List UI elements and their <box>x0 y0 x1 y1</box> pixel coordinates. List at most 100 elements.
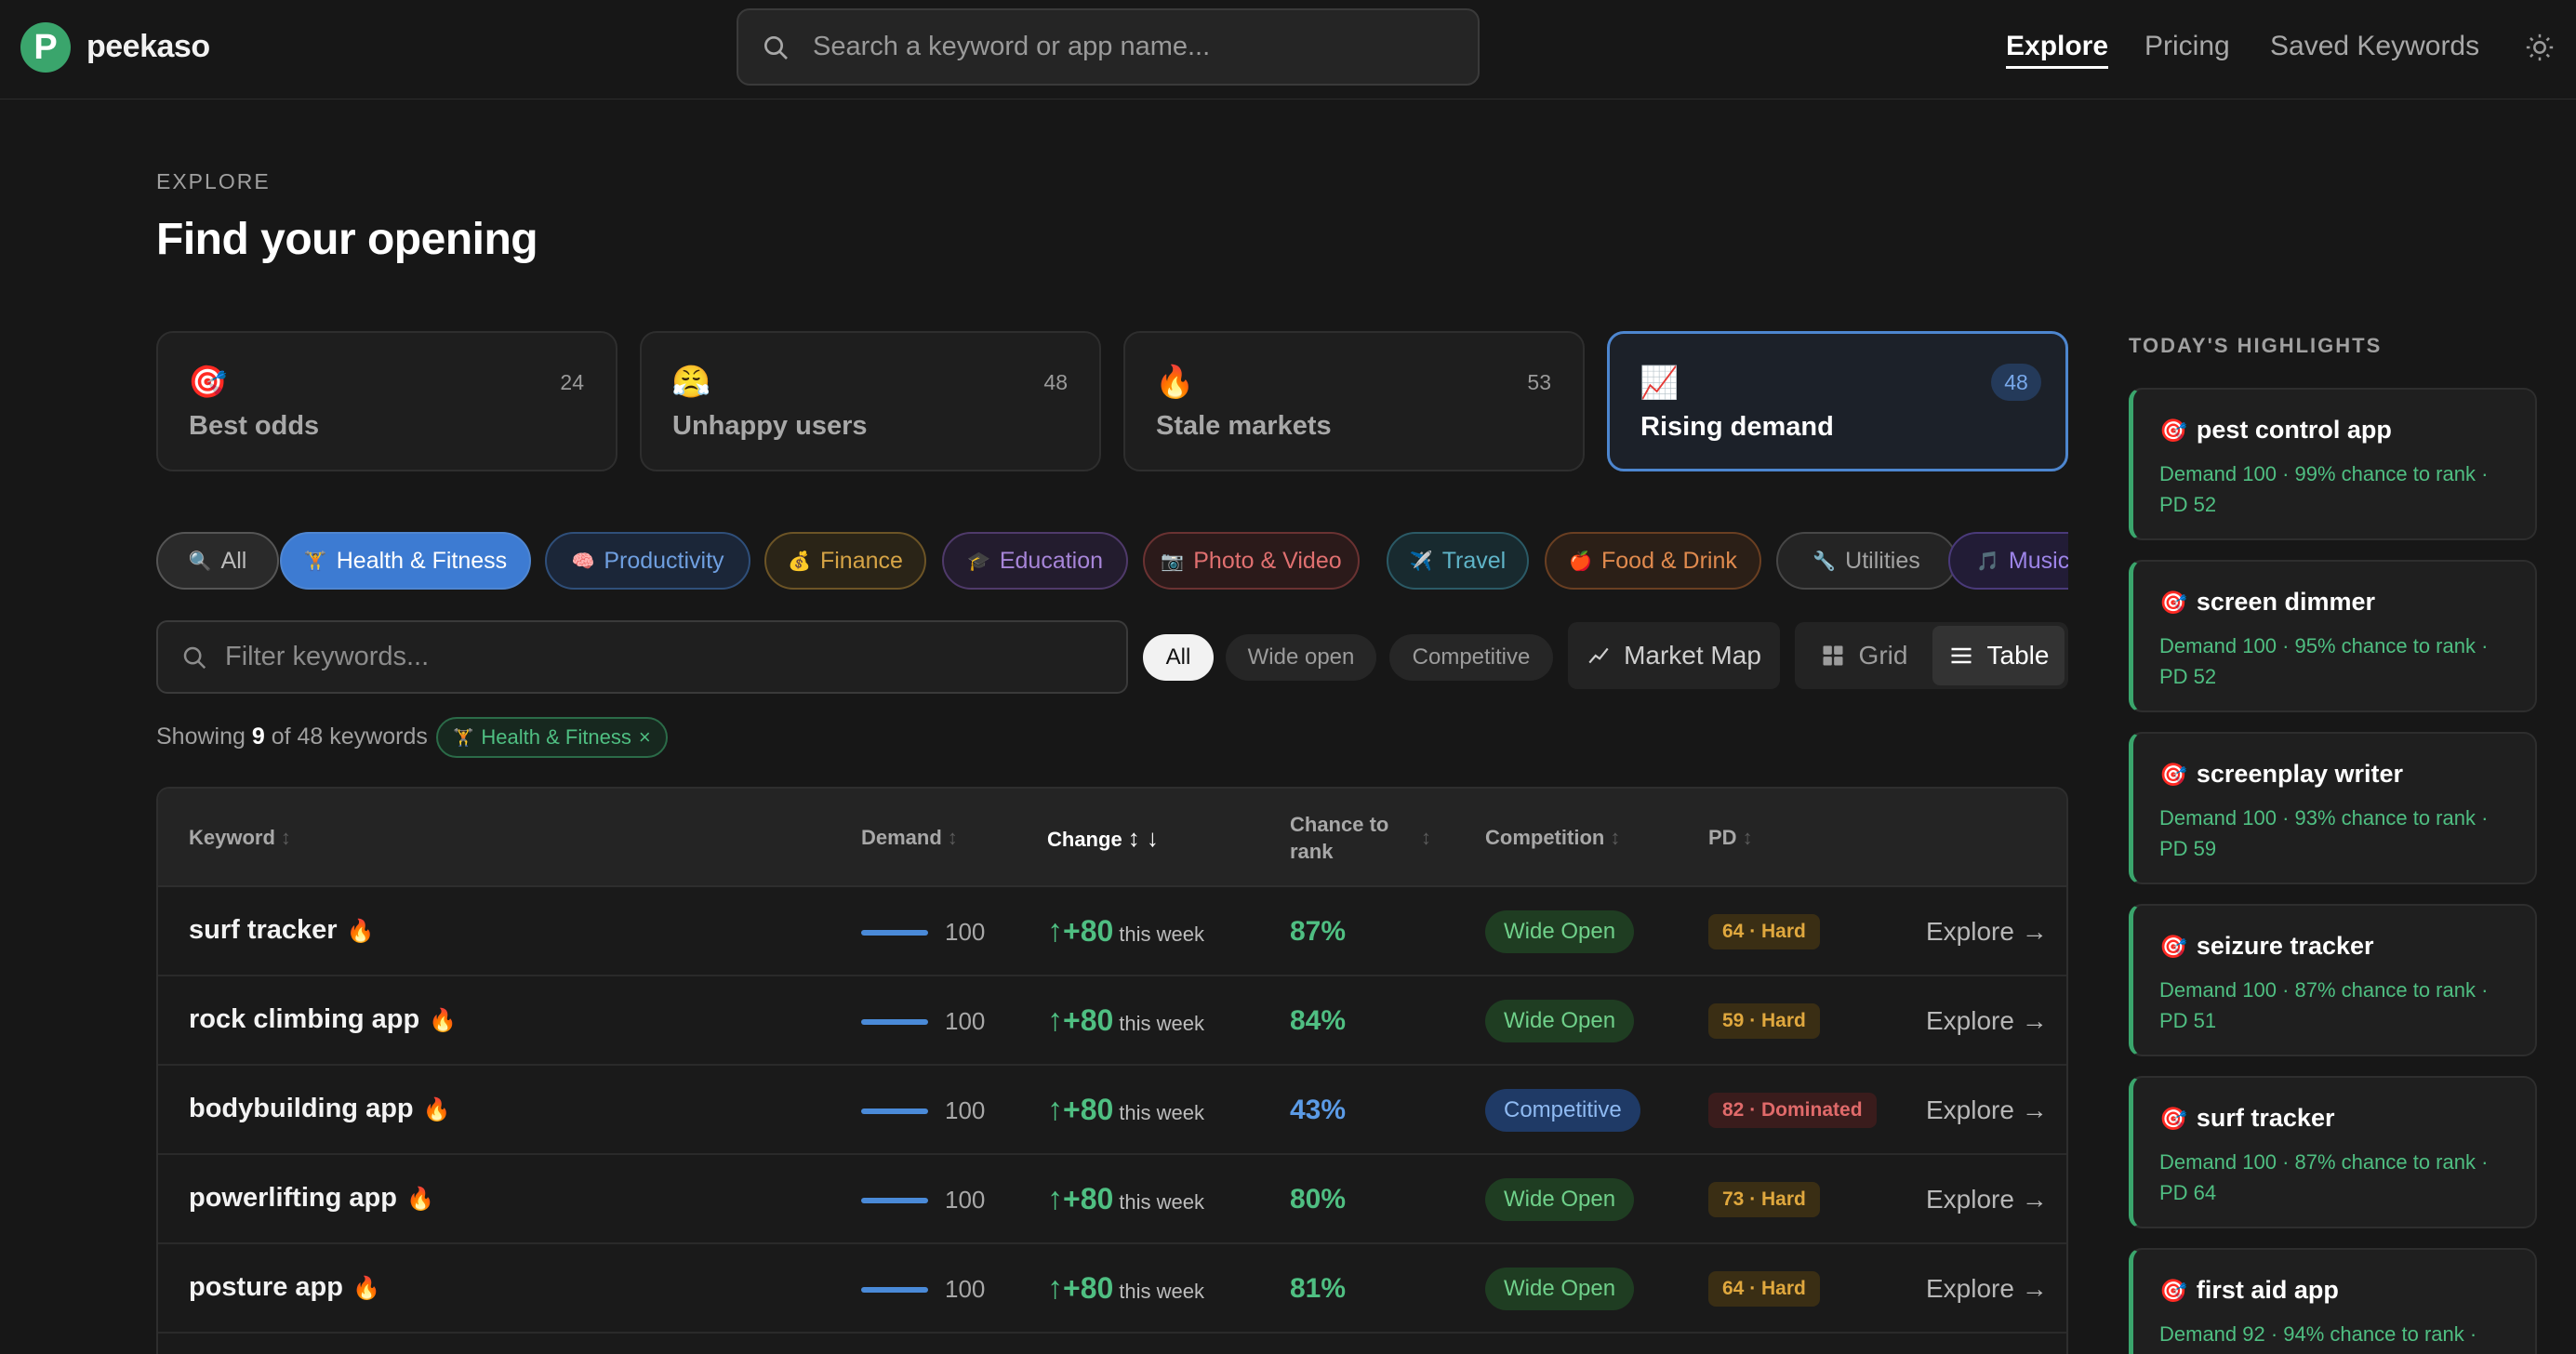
theme-toggle-sun-icon[interactable] <box>2524 32 2556 63</box>
category-chip-food-drink[interactable]: 🍎 Food & Drink <box>1545 532 1761 590</box>
change-value: +80 <box>1063 914 1114 948</box>
lens-card-unhappy-users[interactable]: 😤 Unhappy users 48 <box>640 331 1101 471</box>
demand-bar <box>861 1287 928 1293</box>
change-cell: ↑+80 this week <box>1047 1092 1204 1128</box>
col-keyword[interactable]: Keyword ↕ <box>189 826 291 850</box>
nav-explore[interactable]: Explore <box>2006 31 2109 69</box>
col-competition-label: Competition <box>1485 826 1605 849</box>
result-count-suffix: of 48 keywords <box>271 723 428 750</box>
weightlifter-icon: 🏋 <box>453 727 474 747</box>
target-icon: 🎯 <box>2159 1107 2187 1132</box>
explore-link[interactable]: Explore → <box>1926 917 2048 946</box>
target-icon: 🎯 <box>2159 418 2187 444</box>
global-search[interactable] <box>737 8 1480 86</box>
result-count-prefix: Showing <box>156 723 246 750</box>
segment-wide-open[interactable]: Wide open <box>1226 634 1376 681</box>
col-pd-label: PD <box>1708 826 1737 849</box>
category-chip-travel[interactable]: ✈️ Travel <box>1387 532 1529 590</box>
col-demand[interactable]: Demand ↕ <box>861 826 958 850</box>
weightlifter-icon: 🏋 <box>303 551 327 572</box>
col-pd[interactable]: PD ↕ <box>1708 826 1753 850</box>
competition-badge: Wide Open <box>1485 1000 1635 1042</box>
brain-icon: 🧠 <box>571 551 595 572</box>
col-change[interactable]: Change ↕ ↓ <box>1047 824 1159 853</box>
table-label: Table <box>1986 641 2050 670</box>
table-row[interactable]: rock climbing app 🔥 100 ↑+80 this week 84%… <box>158 976 2066 1066</box>
table-row[interactable]: posture app 🔥 100 ↑+80 this week 81% Wide … <box>158 1244 2066 1334</box>
search-icon <box>764 36 788 60</box>
highlight-name: seizure tracker <box>2196 932 2374 960</box>
col-competition[interactable]: Competition ↕ <box>1485 826 1620 850</box>
lens-card-stale-markets[interactable]: 🔥 Stale markets 53 <box>1123 331 1585 471</box>
active-filter-tag[interactable]: 🏋 Health & Fitness × <box>436 717 668 758</box>
keyword-text: powerlifting app <box>189 1183 397 1213</box>
nav-saved-keywords[interactable]: Saved Keywords <box>2270 31 2480 61</box>
music-note-icon: 🎵 <box>1976 551 1999 572</box>
result-count: Showing 9 of 48 keywords <box>156 723 428 750</box>
target-icon: 🎯 <box>2159 935 2187 960</box>
sort-icon: ↕ <box>280 826 291 849</box>
sort-icon: ↕ <box>1610 826 1621 849</box>
view-toggle: Grid Table <box>1795 622 2068 689</box>
category-chip-photo-video[interactable]: 📷 Photo & Video <box>1143 532 1360 590</box>
highlight-card[interactable]: 🎯 pest control app Demand 100 · 99% chanc… <box>2129 388 2537 540</box>
sort-icon: ↕ <box>1742 826 1753 849</box>
explore-link[interactable]: Explore → <box>1926 1006 2048 1035</box>
pd-badge: 73 · Hard <box>1708 1182 1820 1217</box>
category-chip-utilities[interactable]: 🔧 Utilities <box>1776 532 1957 590</box>
table-row[interactable]: bodybuilding app 🔥 100 ↑+80 this week 43% … <box>158 1066 2066 1155</box>
brand-name[interactable]: peekaso <box>86 29 210 64</box>
highlight-card[interactable]: 🎯 screenplay writer Demand 100 · 93% chan… <box>2129 732 2537 884</box>
graduation-cap-icon: 🎓 <box>966 551 990 572</box>
change-value: +80 <box>1063 1093 1114 1126</box>
keyword-filter[interactable] <box>156 620 1128 694</box>
explore-link[interactable]: Explore → <box>1926 1095 2048 1124</box>
top-bar: P peekaso Explore Pricing Saved Keywords <box>0 0 2576 100</box>
lens-card-best-odds[interactable]: 🎯 Best odds 24 <box>156 331 617 471</box>
highlight-card[interactable]: 🎯 screen dimmer Demand 100 · 95% chance t… <box>2129 560 2537 712</box>
lens-card-rising-demand[interactable]: 📈 Rising demand 48 <box>1607 331 2068 471</box>
highlights-title: TODAY'S HIGHLIGHTS <box>2129 334 2383 357</box>
market-map-button[interactable]: Market Map <box>1568 622 1780 689</box>
close-icon[interactable]: × <box>638 725 651 749</box>
category-chip-finance[interactable]: 💰 Finance <box>764 532 926 590</box>
table-row[interactable]: surf tracker 🔥 100 ↑+80 this week 87% Wide… <box>158 887 2066 976</box>
highlight-card[interactable]: 🎯 surf tracker Demand 100 · 87% chance to… <box>2129 1076 2537 1228</box>
pd-badge: 59 · Hard <box>1708 1003 1820 1039</box>
table-view-button[interactable]: Table <box>1932 626 2065 685</box>
arrow-up-icon: ↑ <box>1047 1002 1063 1038</box>
explore-link[interactable]: Explore → <box>1926 1274 2048 1303</box>
col-chance-sort[interactable]: ↕ <box>1415 826 1431 850</box>
logo-icon[interactable]: P <box>20 22 71 73</box>
keyword-cell: rock climbing app 🔥 <box>189 1004 457 1035</box>
table-row[interactable]: powerlifting app 🔥 100 ↑+80 this week 80% … <box>158 1155 2066 1244</box>
highlight-card[interactable]: 🎯 first aid app Demand 92 · 94% chance to… <box>2129 1248 2537 1354</box>
target-icon: 🎯 <box>2159 763 2187 788</box>
lens-count: 53 <box>1527 370 1551 394</box>
col-chance-label: Chance to rank <box>1290 813 1389 863</box>
category-chip-education[interactable]: 🎓 Education <box>942 532 1128 590</box>
search-input[interactable] <box>813 10 1454 84</box>
category-chip-all[interactable]: 🔍 All <box>156 532 279 590</box>
col-chance[interactable]: Chance to rank <box>1290 811 1411 865</box>
camera-icon: 📷 <box>1161 551 1185 572</box>
demand-bar <box>861 930 928 936</box>
lens-count: 48 <box>1043 370 1068 394</box>
grid-view-button[interactable]: Grid <box>1799 626 1929 685</box>
sort-desc-icon: ↕ ↓ <box>1127 824 1159 852</box>
filter-input[interactable] <box>225 622 1099 692</box>
category-chip-productivity[interactable]: 🧠 Productivity <box>545 532 750 590</box>
lens-count: 24 <box>560 370 584 394</box>
list-icon <box>1951 647 1972 664</box>
change-cell: ↑+80 this week <box>1047 1270 1204 1307</box>
keyword-cell: surf tracker 🔥 <box>189 915 374 946</box>
result-count-number: 9 <box>251 723 265 750</box>
explore-link[interactable]: Explore → <box>1926 1185 2048 1214</box>
category-chip-music[interactable]: 🎵 Music <box>1948 532 2068 590</box>
segment-competitive[interactable]: Competitive <box>1389 634 1553 681</box>
segment-all[interactable]: All <box>1143 634 1214 681</box>
highlight-card[interactable]: 🎯 seizure tracker Demand 100 · 87% chance… <box>2129 904 2537 1056</box>
category-chip-health-fitness[interactable]: 🏋 Health & Fitness <box>280 532 531 590</box>
nav-pricing[interactable]: Pricing <box>2144 31 2230 61</box>
lens-label: Unhappy users <box>672 411 868 441</box>
